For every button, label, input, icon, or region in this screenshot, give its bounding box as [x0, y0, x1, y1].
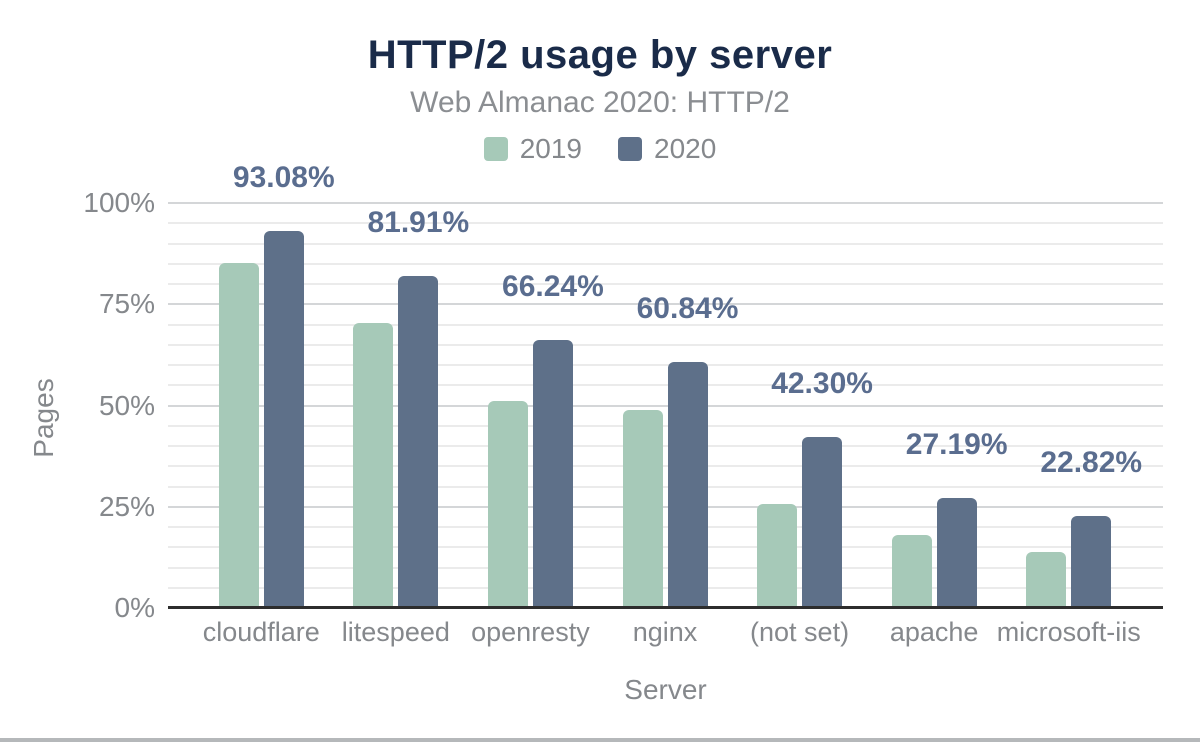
bar-value-label: 27.19% [905, 427, 1008, 461]
bar-value-label: 93.08% [232, 161, 335, 195]
y-tick-label: 50% [98, 389, 155, 421]
gridline-minor [168, 323, 1163, 326]
y-axis-title: Pages [28, 378, 59, 458]
bar-2020-openresty [532, 339, 573, 608]
legend-label-2019: 2019 [519, 133, 582, 164]
bar-2020-litespeed [398, 276, 439, 608]
gridline-minor [168, 384, 1163, 387]
gridline-major [168, 404, 1163, 407]
gridline-minor [168, 546, 1163, 549]
bar-2019-microsoft-iis [1026, 551, 1067, 608]
bar-2020-(not set) [802, 436, 843, 608]
gridline-minor [168, 364, 1163, 366]
figure-bottom-border [0, 738, 1200, 742]
legend-swatch-2020 [618, 137, 642, 161]
bar-2019-nginx [622, 409, 663, 608]
bar-value-label: 66.24% [502, 269, 604, 303]
chart-title: HTTP/2 usage by server [367, 33, 833, 77]
x-axis-title: Server [624, 674, 707, 705]
bar-2019-(not set) [757, 504, 798, 608]
gridline-major [168, 202, 1163, 204]
gridline-major [168, 505, 1163, 508]
y-tick-label: 100% [83, 187, 155, 218]
x-axis-line [168, 606, 1163, 609]
legend-entry-2020: 2020 [618, 133, 716, 165]
x-category-label: openresty [471, 617, 590, 647]
y-tick-label: 75% [98, 288, 155, 320]
bar-2019-litespeed [353, 322, 394, 608]
bar-value-label: 22.82% [1040, 445, 1143, 479]
gridline-minor [168, 586, 1163, 589]
legend-label-2020: 2020 [654, 133, 717, 164]
y-tick-label: 0% [114, 592, 155, 623]
x-category-label: microsoft-iis [996, 617, 1141, 647]
bar-2019-openresty [487, 400, 528, 608]
x-category-label: litespeed [341, 617, 450, 647]
x-category-label: apache [889, 617, 979, 647]
gridline-minor [168, 566, 1163, 569]
gridline-minor [168, 262, 1163, 265]
y-tick-label: 25% [98, 490, 155, 522]
bar-value-label: 81.91% [367, 206, 470, 240]
x-category-label: (not set) [750, 617, 850, 647]
bar-2020-nginx [667, 361, 708, 608]
bar-2020-apache [936, 497, 977, 608]
bar-value-label: 60.84% [636, 291, 739, 325]
x-category-label: nginx [632, 617, 698, 647]
gridline-major [168, 303, 1163, 306]
bar-2019-apache [891, 535, 932, 608]
bar-2020-microsoft-iis [1071, 515, 1112, 608]
gridline-minor [168, 222, 1163, 225]
gridline-minor [168, 343, 1163, 346]
chart-subtitle: Web Almanac 2020: HTTP/2 [410, 86, 790, 119]
gridline-minor [168, 283, 1163, 285]
legend-swatch-2019 [483, 137, 508, 161]
gridline-minor [168, 445, 1163, 447]
gridline-minor [168, 485, 1163, 488]
legend-entry-2019: 2019 [483, 133, 582, 165]
gridline-minor [168, 465, 1163, 468]
gridline-minor [168, 242, 1163, 245]
chart-legend: 2019 2020 [0, 133, 1200, 165]
bar-2020-cloudflare [263, 231, 304, 608]
bar-value-label: 42.30% [771, 366, 873, 400]
gridline-minor [168, 424, 1163, 427]
bar-2019-cloudflare [218, 263, 259, 608]
gridline-minor [168, 526, 1163, 528]
x-category-label: cloudflare [202, 617, 320, 647]
